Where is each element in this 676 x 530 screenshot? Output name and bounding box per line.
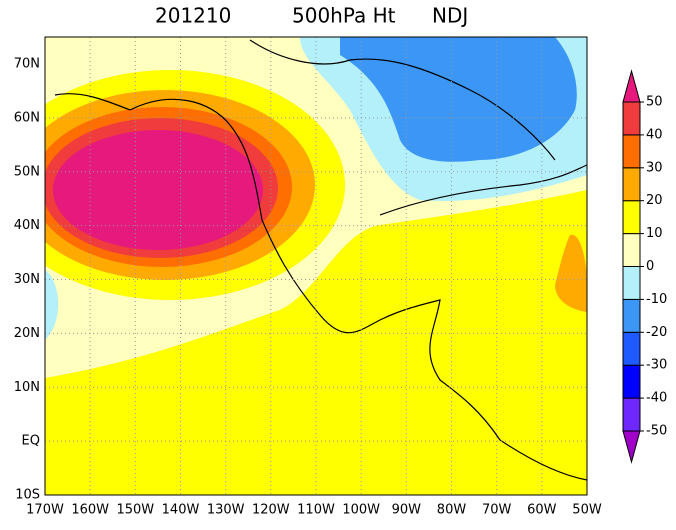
colorbar-label: -50: [646, 424, 667, 439]
lon-label: 120W: [252, 503, 290, 518]
colorbar: -50 -40 -30 -20 -10 0 10 20 30 40 50: [622, 69, 667, 464]
lon-label: 90W: [392, 503, 422, 518]
title-field: 500hPa Ht: [292, 4, 396, 28]
lat-label: 70N: [14, 57, 40, 72]
colorbar-label: -30: [646, 358, 667, 373]
lat-label: 20N: [14, 326, 40, 341]
lon-label: 170W: [26, 503, 64, 518]
colorbar-segment: [622, 200, 641, 235]
colorbar-segment: [622, 430, 641, 464]
title-season: NDJ: [432, 4, 468, 28]
lon-label: 140W: [162, 503, 200, 518]
lon-label: 160W: [71, 503, 109, 518]
colorbar-segment: [622, 331, 641, 366]
colorbar-label: 0: [646, 259, 654, 274]
colorbar-label: -40: [646, 391, 667, 406]
lat-label: 60N: [14, 110, 40, 125]
colorbar-label: 10: [646, 226, 663, 241]
colorbar-label: 20: [646, 193, 663, 208]
colorbar-label: 50: [646, 95, 663, 110]
field-fill: [555, 234, 587, 312]
lat-label: 10S: [15, 488, 40, 503]
colorbar-segment: [622, 298, 641, 333]
lat-label: 30N: [14, 272, 40, 287]
colorbar-label: -10: [646, 292, 667, 307]
lon-label: 80W: [437, 503, 467, 518]
lat-label: 10N: [14, 380, 40, 395]
colorbar-label: 40: [646, 127, 663, 142]
map-frame: [44, 36, 588, 496]
lon-label: 70W: [482, 503, 512, 518]
colorbar-segment: [622, 266, 641, 300]
colorbar-segment: [622, 101, 641, 136]
coastline: [54, 39, 587, 481]
field-fill: [45, 270, 59, 340]
colorbar-segment: [622, 364, 641, 399]
colorbar-segment: [622, 134, 641, 169]
map-field: [45, 37, 587, 495]
field-fill: [53, 130, 263, 250]
colorbar-label: 30: [646, 160, 663, 175]
colorbar-segment: [622, 167, 641, 202]
lon-label: 130W: [207, 503, 245, 518]
lat-label: 40N: [14, 218, 40, 233]
lat-label: 50N: [14, 164, 40, 179]
lon-label: 50W: [572, 503, 602, 518]
colorbar-segment: [622, 397, 641, 432]
field-fill: [340, 37, 577, 162]
lon-label: 150W: [116, 503, 154, 518]
lon-label: 100W: [342, 503, 380, 518]
lon-label: 60W: [527, 503, 557, 518]
colorbar-label: -20: [646, 325, 667, 340]
colorbar-segment: [622, 233, 641, 268]
title-date: 201210: [155, 4, 231, 28]
colorbar-segment: [622, 69, 641, 103]
lon-label: 110W: [297, 503, 335, 518]
lat-label: EQ: [22, 434, 40, 449]
